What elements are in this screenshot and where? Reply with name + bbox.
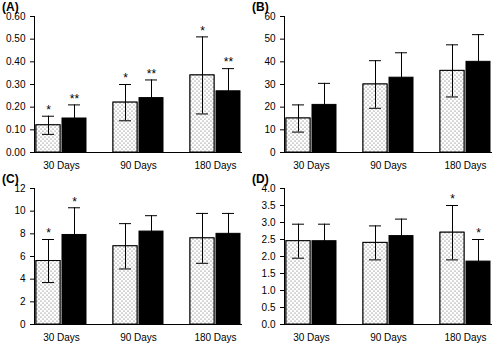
svg-text:*: * (450, 192, 455, 206)
svg-text:3.0: 3.0 (262, 217, 276, 228)
svg-text:180 Days: 180 Days (444, 160, 486, 171)
svg-text:90 Days: 90 Days (120, 332, 157, 343)
svg-text:20: 20 (264, 101, 276, 112)
svg-text:6: 6 (20, 251, 26, 262)
svg-text:0: 0 (270, 147, 276, 158)
svg-text:*: * (46, 103, 51, 117)
svg-text:0.50: 0.50 (6, 33, 26, 44)
svg-text:180 Days: 180 Days (194, 160, 236, 171)
svg-text:**: ** (224, 55, 234, 69)
svg-text:0.60: 0.60 (6, 10, 26, 22)
html-text:(D): (D) (252, 172, 269, 186)
svg-text:3.5: 3.5 (262, 200, 276, 211)
svg-text:180 Days: 180 Days (444, 332, 486, 343)
svg-text:30 Days: 30 Days (43, 160, 80, 171)
svg-text:**: ** (147, 67, 157, 81)
svg-text:8: 8 (20, 228, 26, 239)
html-text:(A): (A) (2, 0, 19, 14)
svg-text:12: 12 (14, 182, 26, 194)
svg-text:1.5: 1.5 (262, 268, 276, 279)
svg-text:30 Days: 30 Days (43, 332, 80, 343)
svg-text:4: 4 (20, 273, 26, 284)
svg-text:90 Days: 90 Days (370, 160, 407, 171)
svg-text:0.10: 0.10 (6, 124, 26, 135)
svg-text:*: * (72, 195, 77, 209)
svg-text:*: * (123, 71, 128, 85)
svg-text:40: 40 (264, 56, 276, 67)
html-text:(B): (B) (252, 0, 269, 14)
svg-text:0: 0 (20, 319, 26, 330)
svg-text:90 Days: 90 Days (370, 332, 407, 343)
svg-text:0.0: 0.0 (262, 319, 276, 330)
svg-text:2.5: 2.5 (262, 234, 276, 245)
svg-text:50: 50 (264, 33, 276, 44)
svg-text:*: * (476, 226, 481, 240)
svg-text:4.0: 4.0 (261, 182, 276, 194)
svg-text:180 Days: 180 Days (194, 332, 236, 343)
svg-text:30 Days: 30 Days (293, 332, 330, 343)
svg-text:0.30: 0.30 (6, 79, 26, 90)
svg-text:2: 2 (20, 296, 26, 307)
svg-text:0.00: 0.00 (6, 147, 26, 158)
svg-text:10: 10 (264, 124, 276, 135)
svg-text:0.20: 0.20 (6, 101, 26, 112)
svg-text:10: 10 (14, 205, 26, 216)
svg-text:30 Days: 30 Days (293, 160, 330, 171)
svg-text:*: * (46, 226, 51, 240)
svg-text:*: * (200, 24, 205, 38)
svg-text:2.0: 2.0 (262, 251, 276, 262)
svg-text:30: 30 (264, 79, 276, 90)
svg-text:0.5: 0.5 (262, 302, 276, 313)
svg-text:90 Days: 90 Days (120, 160, 157, 171)
svg-text:**: ** (70, 92, 80, 106)
svg-text:0.40: 0.40 (6, 56, 26, 67)
html-text:(C): (C) (2, 172, 19, 186)
svg-text:60: 60 (264, 10, 276, 22)
svg-text:1.0: 1.0 (262, 285, 276, 296)
